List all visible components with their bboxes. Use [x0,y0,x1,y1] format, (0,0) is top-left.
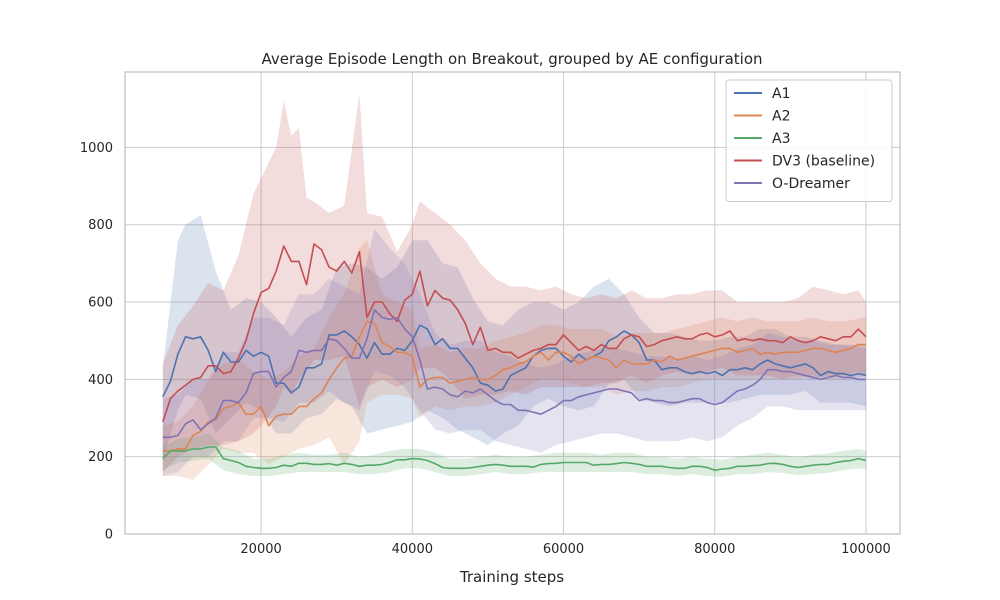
y-tick-label: 200 [88,450,113,465]
line-series-4 [162,243,867,423]
legend: A1 A2 A3 DV3 (baseline) O-Dreamer [725,79,893,202]
legend-label: O-Dreamer [772,176,850,192]
line-series-5 [162,308,866,439]
legend-label: DV3 (baseline) [772,154,875,170]
y-tick-label: 600 [88,296,113,311]
y-tick-label: 400 [88,373,113,388]
plot-frame [124,71,901,535]
series-lines [162,243,867,472]
band-series-2 [162,240,867,480]
line-series-2 [162,320,866,452]
x-tick-label: 60000 [543,542,584,557]
legend-box [725,79,893,202]
band-series-5 [162,228,867,476]
legend-label: A1 [772,86,790,102]
y-tick-label: 1000 [80,141,113,156]
x-axis-label: Training steps [459,568,564,586]
x-tick-label: 100000 [841,542,891,557]
y-tick-label: 0 [105,528,113,543]
band-series-4 [162,93,867,473]
chart-title: Average Episode Length on Breakout, grou… [261,50,762,68]
legend-label: A2 [772,109,790,125]
tick-labels: 20000 40000 60000 80000 100000 0 200 400 600 800 1… [80,141,891,557]
y-tick-label: 800 [88,218,113,233]
x-tick-label: 20000 [240,542,281,557]
line-series-3 [162,446,867,472]
x-tick-label: 40000 [392,542,433,557]
legend-label: A3 [772,131,790,147]
x-tick-label: 80000 [694,542,735,557]
